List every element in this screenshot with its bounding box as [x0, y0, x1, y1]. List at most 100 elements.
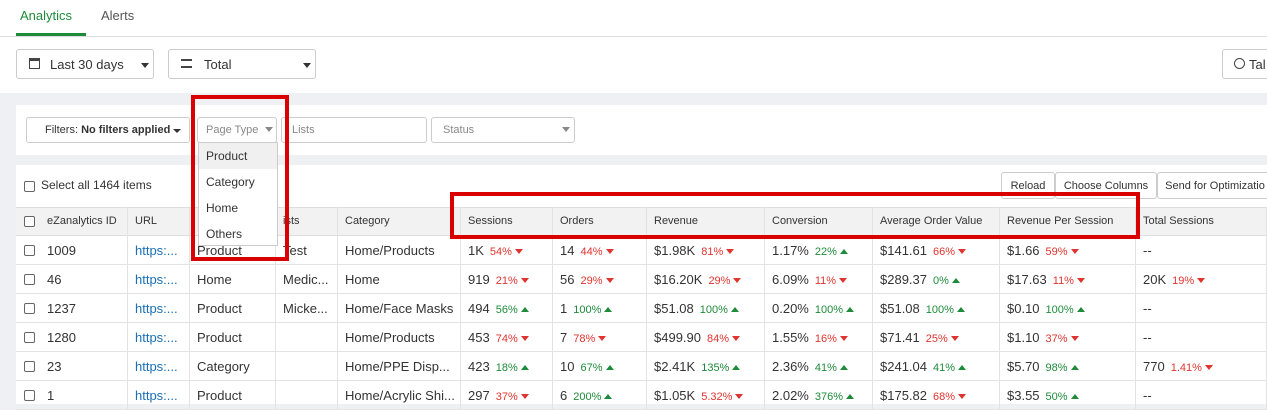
column-header[interactable]: Sessions: [461, 207, 553, 236]
highlight-box: [191, 95, 289, 261]
table-cell[interactable]: https:...: [128, 294, 190, 323]
row-divider: [16, 380, 1267, 381]
metric-value: $499.90: [654, 330, 701, 345]
metric-value: 10: [560, 359, 575, 374]
date-dropdown[interactable]: Last 30 days: [16, 49, 154, 79]
metric-value: $51.08: [654, 301, 694, 316]
checkbox[interactable]: [24, 274, 35, 285]
page-type-select[interactable]: Page Type: [197, 117, 277, 143]
list-icon: [181, 59, 192, 68]
metric-change: 37%: [495, 391, 518, 403]
dropdown-option[interactable]: Others: [206, 227, 243, 241]
metric-cell: $141.61 66%: [873, 236, 1000, 265]
metric-cell: $16.20K 29%: [647, 265, 765, 294]
metric-value: $17.63: [1007, 272, 1047, 287]
metric-cell: $0.10 100%: [1000, 294, 1136, 323]
checkbox[interactable]: [24, 361, 35, 372]
metric-change: 5.32%: [701, 391, 733, 403]
button[interactable]: Send for Optimizatio: [1157, 172, 1267, 199]
column-header[interactable]: URL: [128, 207, 190, 236]
column-header[interactable]: Total Sessions: [1136, 207, 1267, 236]
metric-change: 59%: [1045, 246, 1068, 258]
table-cell: Home/Products: [338, 323, 461, 352]
metric-cell: 56 29%: [553, 265, 647, 294]
tab[interactable]: Alerts: [101, 8, 135, 23]
metric-value: 494: [468, 301, 490, 316]
metric-value: $289.37: [880, 272, 927, 287]
table-cell: Product: [190, 381, 276, 410]
lists-input[interactable]: Lists: [281, 117, 427, 143]
row-divider: [16, 351, 1267, 352]
dropdown-menu: Product Category Home Others: [198, 142, 278, 246]
right-button[interactable]: Tal: [1222, 49, 1267, 79]
dropdown-option[interactable]: Category: [206, 175, 255, 189]
column-header[interactable]: eZanalytics ID: [40, 207, 128, 236]
metric-value: 6.09%: [772, 272, 809, 287]
metric-cell: $175.82 68%: [873, 381, 1000, 410]
metric-change: 66%: [933, 246, 956, 258]
metric-change: 25%: [925, 333, 948, 345]
metric-change: 29%: [708, 275, 731, 287]
metric-cell: $241.04 41%: [873, 352, 1000, 381]
metric-value: 770: [1143, 359, 1165, 374]
dropdown-option[interactable]: Home: [206, 201, 239, 215]
metric-cell: 6 200%: [553, 381, 647, 410]
metric-value: 7: [560, 330, 568, 345]
metric-value: 14: [560, 243, 575, 258]
metric-change: 22%: [814, 246, 837, 258]
view-dropdown[interactable]: Total: [168, 49, 316, 79]
table-cell[interactable]: https:...: [128, 381, 190, 410]
metric-cell: 20K 19%: [1136, 265, 1267, 294]
trend-arrow: [839, 336, 848, 342]
checkbox[interactable]: [24, 216, 35, 227]
metric-change: 0%: [933, 275, 949, 287]
metric-change: 21%: [495, 275, 518, 287]
column-header[interactable]: Category: [338, 207, 461, 236]
checkbox[interactable]: [24, 390, 35, 401]
trend-arrow: [520, 336, 529, 342]
table-cell: Home: [190, 265, 276, 294]
column-header[interactable]: Average Order Value: [873, 207, 1000, 236]
table-cell: --: [1136, 381, 1267, 410]
column-header[interactable]: Revenue Per Session: [1000, 207, 1136, 236]
select-all[interactable]: Select all 1464 items: [41, 178, 152, 192]
column-header[interactable]: Revenue: [647, 207, 765, 236]
dropdown-option[interactable]: Product: [199, 143, 277, 169]
metric-cell: 7 78%: [553, 323, 647, 352]
checkbox[interactable]: [24, 332, 35, 343]
metric-cell: 10 67%: [553, 352, 647, 381]
table-cell[interactable]: https:...: [128, 323, 190, 352]
filters-button[interactable]: Filters: No filters applied: [26, 117, 190, 143]
table-cell: [276, 323, 338, 352]
metric-cell: $1.10 37%: [1000, 323, 1136, 352]
table-cell[interactable]: https:...: [128, 236, 190, 265]
metric-change: 68%: [933, 391, 956, 403]
table-cell: Home/PPE Disp...: [338, 352, 461, 381]
row-divider: [16, 322, 1267, 323]
trend-arrow: [735, 394, 744, 400]
metric-change: 100%: [699, 304, 728, 316]
metric-cell: 453 74%: [461, 323, 553, 352]
checkbox[interactable]: [24, 303, 35, 314]
trend-arrow: [950, 336, 959, 342]
status-select[interactable]: Status: [431, 117, 575, 143]
row-divider: [16, 264, 1267, 265]
metric-value: 1: [560, 301, 568, 316]
table-cell: 46: [40, 265, 128, 294]
metric-value: $1.10: [1007, 330, 1040, 345]
column-header[interactable]: Conversion: [765, 207, 873, 236]
trend-arrow: [958, 365, 967, 371]
metric-cell: 494 56%: [461, 294, 553, 323]
trend-arrow: [1197, 278, 1206, 284]
trend-arrow: [1070, 365, 1079, 371]
metric-change: 54%: [489, 246, 512, 258]
metric-value: $5.70: [1007, 359, 1040, 374]
table-cell[interactable]: https:...: [128, 352, 190, 381]
table-cell[interactable]: https:...: [128, 265, 190, 294]
trend-arrow: [605, 365, 614, 371]
tab[interactable]: Analytics: [20, 8, 73, 23]
trend-arrow: [520, 394, 529, 400]
checkbox[interactable]: [24, 245, 35, 256]
metric-value: $1.98K: [654, 243, 696, 258]
column-header[interactable]: Orders: [553, 207, 647, 236]
